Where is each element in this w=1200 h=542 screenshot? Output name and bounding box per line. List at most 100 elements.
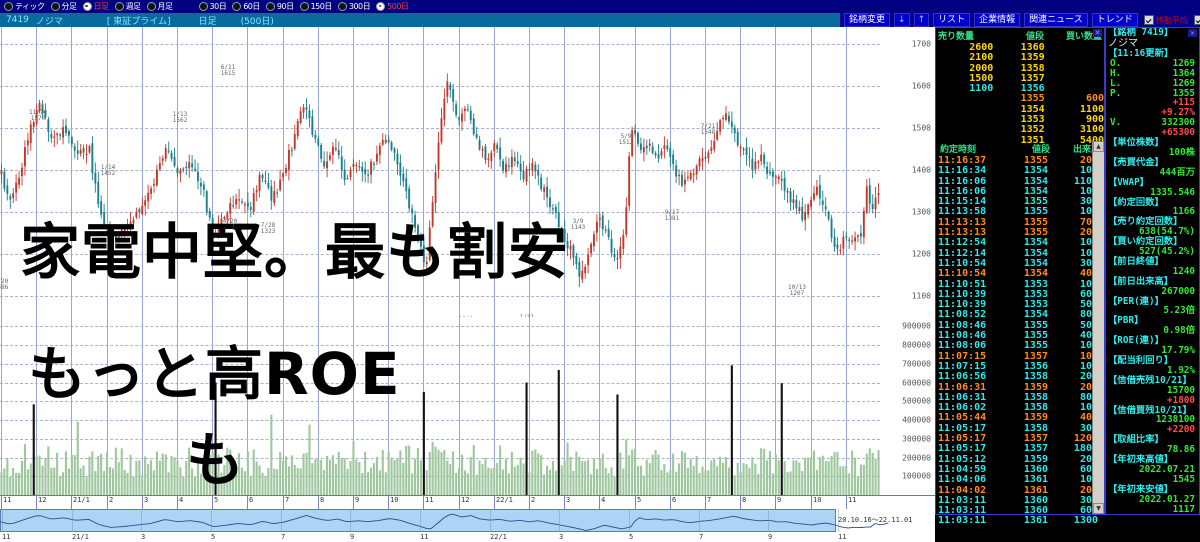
checkbox-icon[interactable] [1193,15,1200,25]
stat-delta: +1800 [1167,394,1195,406]
tape-row[interactable]: 11:06:31 1359 200 [936,382,1104,393]
radio-dot-icon[interactable] [265,2,275,11]
tape-row[interactable]: 11:13:13 1355 200 [936,227,1104,238]
order-book-row[interactable]: 1500 1357 [936,73,1104,84]
trade-tape[interactable]: 約定時刻 値段 出来高 11:16:37 1355 200 11:16:34 1354 1… [936,141,1104,526]
tape-row[interactable]: 11:06:56 1358 200 [936,371,1104,382]
annotation-price: 1452 [100,170,116,177]
tape-row[interactable]: 11:15:14 1355 300 [936,196,1104,207]
tape-row[interactable]: 11:16:06 1354 1100 [936,176,1104,187]
tape-row[interactable]: 11:03:11 1360 600 [936,505,1104,516]
gridline-vertical [705,317,706,495]
tape-row[interactable]: 11:12:54 1354 100 [936,238,1104,249]
range-option-30日[interactable]: 30日 [198,1,227,12]
tape-row[interactable]: 11:13:58 1355 100 [936,207,1104,218]
gridline-horizontal [0,363,880,365]
tape-row[interactable]: 11:07:15 1356 100 [936,361,1104,372]
tape-row[interactable]: 11:13:13 1355 700 [936,217,1104,228]
radio-dot-icon[interactable] [376,2,386,11]
chart-navigator[interactable]: 20.10.16〜22.11.01 11 21/1 3 5 7 9 11 22/1 3 5 7 9 11 [0,509,935,542]
tape-row[interactable]: 11:03:11 1361 1300 [936,516,1104,527]
tape-row[interactable]: 11:06:02 1358 100 [936,402,1104,413]
tape-row[interactable]: 11:10:51 1353 100 [936,278,1104,290]
tape-row[interactable]: 11:05:44 1359 400 [936,413,1104,424]
range-option-300日[interactable]: 300日 [337,1,371,12]
tape-row[interactable]: 11:10:54 1354 400 [936,268,1104,279]
tape-row[interactable]: 11:07:15 1357 100 [936,351,1104,362]
tape-row[interactable]: 11:03:11 1360 300 [936,495,1104,506]
range-option-60日[interactable]: 60日 [232,1,260,12]
radio-dot-icon[interactable] [114,2,124,11]
radio-dot-icon[interactable] [337,2,347,11]
tape-row[interactable]: 11:04:06 1361 100 [936,474,1104,485]
order-book-row[interactable]: 1100 1356 [936,83,1104,94]
order-book-row[interactable]: 1354 1100 [936,104,1104,115]
tape-row[interactable]: 11:16:06 1354 100 [936,185,1104,197]
stat-label: 【信借売残10/21】 [1108,374,1192,386]
range-option-150日[interactable]: 150日 [299,1,332,12]
radio-dot-icon[interactable] [4,2,13,11]
order-book-row[interactable]: 2600 1360 [936,42,1104,53]
period-option-日足[interactable]: 日足 [82,1,109,12]
range-option-90日[interactable]: 90日 [265,1,294,12]
period-option-月足[interactable]: 月足 [146,1,173,12]
trade-time: 11:04:02 [938,484,987,496]
tape-row[interactable]: 11:08:06 1355 100 [936,341,1104,352]
price-tick-label: 1700 [911,39,931,49]
trade-volume: 200 [1079,155,1098,166]
scroll-down-icon[interactable]: ▼ [1093,503,1104,514]
related-news-button[interactable]: 関連ニュース [1024,13,1088,27]
tape-row[interactable]: 11:08:46 1355 500 [936,320,1104,331]
radio-dot-icon[interactable] [299,2,309,11]
tape-row[interactable]: 11:04:02 1361 200 [936,484,1104,496]
radio-dot-icon[interactable] [82,2,92,11]
order-book-row[interactable]: 1352 3100 [936,125,1104,136]
radio-dot-icon[interactable] [232,2,242,11]
trading-terminal: ティック 分足 日足 週足 月足 30日 60日 90日 150日 300日 500日 7419 … [0,0,1200,515]
list-button[interactable]: リスト [933,13,971,27]
tape-row[interactable]: 11:06:31 1358 800 [936,392,1104,403]
scroll-up-icon[interactable]: ▲ [1093,141,1104,152]
tape-row[interactable]: 11:16:34 1354 100 [936,165,1104,176]
checkbox-icon[interactable] [1143,15,1154,25]
period-option-週足[interactable]: 週足 [114,1,141,12]
tape-row[interactable]: 11:10:39 1353 500 [936,299,1104,310]
tape-row[interactable]: 11:05:12 1359 200 [936,454,1104,465]
tape-row[interactable]: 11:12:14 1354 100 [936,248,1104,259]
tape-row[interactable]: 11:10:54 1354 300 [936,258,1104,269]
trend-button[interactable]: トレンド [1091,13,1138,27]
period-option-分足[interactable]: 分足 [50,1,77,12]
period-option-ティック[interactable]: ティック [4,1,45,12]
tape-row[interactable]: 11:08:52 1354 800 [936,310,1104,321]
price-pane: 4/20138611/1015701/1414521/1315626/11161… [0,27,935,317]
range-option-500日[interactable]: 500日 [376,1,409,12]
tape-scrollbar[interactable]: ▲ ▼ [1092,141,1104,514]
tape-row[interactable]: 11:16:37 1355 200 [936,155,1104,166]
panel-close-icon[interactable]: ✕ [1188,29,1197,37]
symbol-down-button[interactable]: ↓ [894,13,910,27]
order-book-row[interactable]: 2000 1358 [936,63,1104,74]
trade-time: 11:16:06 [938,185,987,197]
order-book-row[interactable]: 1353 900 [936,114,1104,125]
order-book-row[interactable]: 1355 600 [936,94,1104,105]
change-symbol-button[interactable]: 銘柄変更 [844,13,891,27]
chart-area[interactable]: 4/20138611/1015701/1414521/1315626/11161… [0,27,935,542]
symbol-up-button[interactable]: ↑ [913,13,930,27]
trade-volume: 100 [1079,278,1098,290]
tape-row[interactable]: 11:10:39 1353 600 [936,289,1104,300]
tape-row[interactable]: 11:05:17 1358 300 [936,423,1104,434]
toolbar-checkbox-1[interactable]: 出来高等 [1193,15,1200,26]
radio-dot-icon[interactable] [146,2,156,11]
tape-row[interactable]: 11:04:59 1360 600 [936,464,1104,475]
radio-dot-icon[interactable] [50,2,60,11]
close-icon[interactable]: ✕ [1093,29,1102,37]
order-book-row[interactable]: 2100 1359 [936,52,1104,63]
toolbar-checkbox-0[interactable]: 移動平均 [1143,15,1188,26]
tape-row[interactable]: 11:08:46 1355 400 [936,330,1104,341]
radio-dot-icon[interactable] [198,2,208,11]
gridline-vertical [142,27,143,317]
tape-row[interactable]: 11:05:17 1357 1800 [936,444,1104,455]
company-info-button[interactable]: 企業情報 [974,13,1021,27]
tape-row[interactable]: 11:05:17 1357 1200 [936,433,1104,444]
